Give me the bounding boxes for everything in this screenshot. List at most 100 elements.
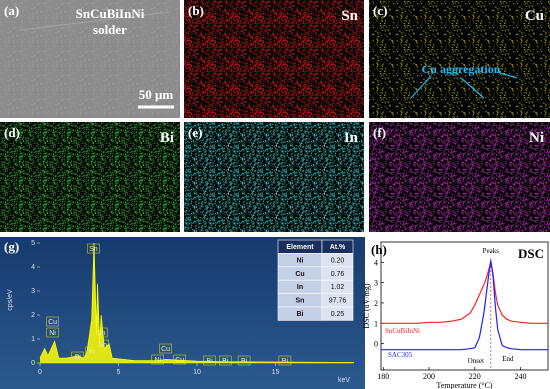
x-tick-label: 220 [469, 372, 481, 381]
annotation: End [502, 355, 514, 363]
x-tick-label: 0 [38, 369, 42, 376]
y-tick-label: 3 [31, 288, 35, 295]
series-label: SnCuBiInNi [385, 327, 420, 335]
y-tick-label: 2 [31, 312, 35, 319]
panel-label: (e) [188, 125, 202, 140]
table-cell-text: 0.25 [331, 311, 345, 318]
peak-label-box [159, 343, 172, 354]
table-cell [321, 306, 354, 321]
peak-label: Cu [161, 346, 170, 353]
map-texture [0, 122, 180, 232]
table-cell-text: Ni [297, 257, 304, 264]
annotation: Onset [468, 357, 484, 365]
panel-label: (b) [188, 3, 204, 18]
peak-label-box [203, 355, 216, 366]
peak-label: Bi [241, 358, 248, 365]
y-tick-label: 4 [374, 258, 378, 267]
table-cell-text: Cu [295, 271, 304, 278]
annotation-arrow [410, 75, 432, 99]
element-label: Sn [341, 8, 358, 24]
x-tick-label: 180 [377, 372, 389, 381]
element-label: Ni [529, 130, 544, 146]
y-tick-label: 2 [374, 299, 378, 308]
peak-label: Bi [222, 358, 229, 365]
panel-label: (c) [373, 3, 387, 18]
sem-texture [0, 0, 180, 118]
series-line [381, 262, 548, 324]
panel-label: (g) [4, 239, 19, 254]
x-tick-label: 200 [423, 372, 435, 381]
panel-label: (h) [371, 242, 387, 257]
annotation: Cu aggregation [422, 62, 501, 76]
panel-label: (f) [373, 125, 386, 140]
peak-label: Bi [206, 358, 213, 365]
peak-label: Ni [154, 357, 161, 364]
peak-label-box [96, 339, 110, 350]
peak-label-box [46, 327, 59, 338]
annotation-arrow [460, 77, 485, 99]
y-tick-label: 0 [374, 340, 378, 349]
sem-scratch [19, 11, 171, 31]
y-tick-label: 1 [31, 336, 35, 343]
spectrum [39, 242, 355, 363]
map-texture [184, 0, 364, 118]
peak-label: Cu [48, 319, 57, 326]
peak-label-box [278, 355, 292, 366]
peak-label: Sn [99, 342, 108, 349]
plot-frame [380, 241, 549, 371]
series-label: SAC305 [388, 351, 413, 359]
chart-title: DSC [518, 246, 544, 261]
peak-label-box [173, 354, 186, 365]
element-label: Bi [160, 130, 174, 146]
peak-label: Ni [49, 330, 56, 337]
table-cell-text: 0.20 [331, 257, 345, 264]
x-tick-label: 240 [515, 372, 527, 381]
y-tick-label: 5 [31, 240, 35, 247]
sample-name: solder [93, 22, 127, 37]
y-tick-label: 4 [31, 264, 35, 271]
table-cell-text: Bi [297, 311, 304, 318]
series-line [381, 260, 548, 351]
panel-label: (a) [4, 3, 19, 18]
x-tick-label: 5 [117, 369, 121, 376]
dsc-background [369, 237, 550, 389]
x-tick-label: 15 [272, 369, 280, 376]
table-cell-text: Sn [296, 298, 305, 305]
map-texture [369, 0, 550, 118]
peak-label-box [219, 355, 232, 366]
x-axis-label: Temperature (°C) [436, 381, 493, 389]
scale-bar-label: 50 μm [139, 87, 174, 102]
sample-name: SnCuBiInNi [76, 6, 145, 21]
peak-label: Cu [175, 357, 184, 364]
peak-label: Sn [97, 330, 106, 337]
y-tick-label: 1 [374, 319, 378, 328]
map-texture [184, 122, 364, 232]
peak-label: Sn [89, 246, 98, 253]
element-label: In [344, 130, 359, 146]
y-axis-label: cps/eV [7, 289, 14, 311]
peak-label-box [151, 354, 164, 365]
peak-label: In [89, 349, 95, 356]
annotation-arrow [496, 71, 518, 79]
table-cell-text: In [297, 284, 303, 291]
table-header: Element [286, 244, 314, 251]
x-tick-label: 10 [193, 369, 201, 376]
table-cell-text: 0.76 [331, 271, 345, 278]
table-cell-text: 1.02 [331, 284, 345, 291]
peak-label-box [85, 346, 99, 357]
element-label: Cu [525, 8, 544, 24]
x-axis-label: keV [338, 377, 350, 384]
peak-label-box [237, 355, 251, 366]
y-tick-label: 0 [31, 360, 35, 367]
peak-label-box [87, 243, 100, 254]
table-header: At.% [330, 244, 346, 251]
peak-label: Bi [282, 358, 289, 365]
y-axis-label: DSC (uV/mg) [362, 283, 371, 328]
peak-label-box [71, 351, 84, 362]
panel-label: (d) [4, 125, 20, 140]
peak-label: Bi [75, 354, 82, 361]
peak-label-box [94, 327, 108, 338]
peak-label-box [46, 316, 59, 327]
y-tick-label: 3 [374, 279, 378, 288]
